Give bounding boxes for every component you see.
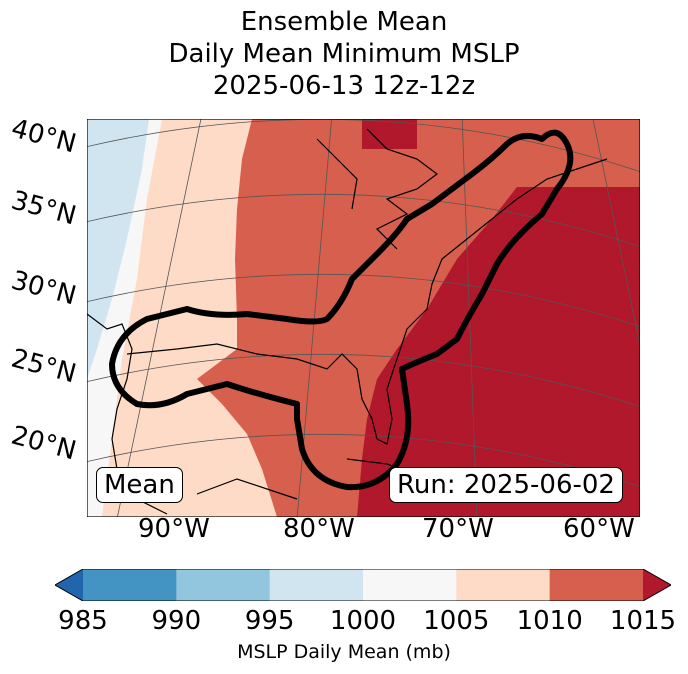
field-1010-1015 [172,119,640,517]
colorbar-tick-1005: 1005 [423,606,490,636]
probability-contour [109,129,574,491]
colorbar-tick-990: 990 [151,606,202,636]
map-panel [87,119,640,517]
lat-label-40: 40°N [8,113,80,160]
colorbar-extend-low [55,569,83,601]
field-995-1000 [87,119,149,379]
colorbar-tick-1010: 1010 [516,606,583,636]
colorbar-bin-995-1000 [269,569,364,601]
colorbar-tick-1015: 1015 [609,606,677,636]
lat-label-25: 25°N [8,343,80,390]
lat-label-30: 30°N [8,265,80,312]
field-1005-1010 [102,119,277,517]
lat-label-20: 20°N [8,420,80,467]
mean-label-box: Mean [96,467,183,503]
title-line-2: Daily Mean Minimum MSLP [168,39,520,69]
colorbar-label: MSLP Daily Mean (mb) [237,641,451,663]
lon-label-60: 60°W [563,514,635,544]
colorbar-bin-985-990 [83,569,177,601]
lat-label-35: 35°N [8,185,80,232]
colorbar-bin-1005-1010 [456,569,551,601]
colorbar-extend-high [643,569,671,601]
run-date-box: Run: 2025-06-02 [389,467,623,503]
colorbar-bin-1000-1005 [363,569,457,601]
colorbar-bin-1010-1015 [549,569,644,601]
lon-label-90: 90°W [138,514,210,544]
colorbar-tick-1000: 1000 [329,606,397,636]
colorbar-bin-990-995 [176,569,271,601]
colorbar-tick-985: 985 [58,606,108,636]
lon-label-70: 70°W [422,514,494,544]
colorbar-tick-995: 995 [244,606,295,636]
title-line-1: Ensemble Mean [240,7,448,37]
lon-label-80: 80°W [283,514,355,544]
colorbar [55,569,671,601]
title-line-3: 2025-06-13 12z-12z [212,71,476,101]
